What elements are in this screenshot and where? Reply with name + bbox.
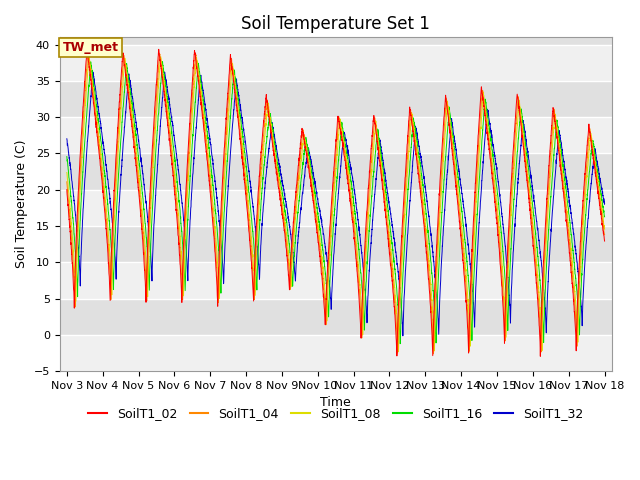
Bar xyxy=(60,190,612,226)
Bar xyxy=(60,45,612,81)
Y-axis label: Soil Temperature (C): Soil Temperature (C) xyxy=(15,140,28,268)
Title: Soil Temperature Set 1: Soil Temperature Set 1 xyxy=(241,15,430,33)
Bar xyxy=(60,262,612,299)
Bar xyxy=(60,117,612,154)
Text: TW_met: TW_met xyxy=(63,41,118,54)
Legend: SoilT1_02, SoilT1_04, SoilT1_08, SoilT1_16, SoilT1_32: SoilT1_02, SoilT1_04, SoilT1_08, SoilT1_… xyxy=(83,402,588,425)
X-axis label: Time: Time xyxy=(321,396,351,409)
Bar xyxy=(60,335,612,371)
